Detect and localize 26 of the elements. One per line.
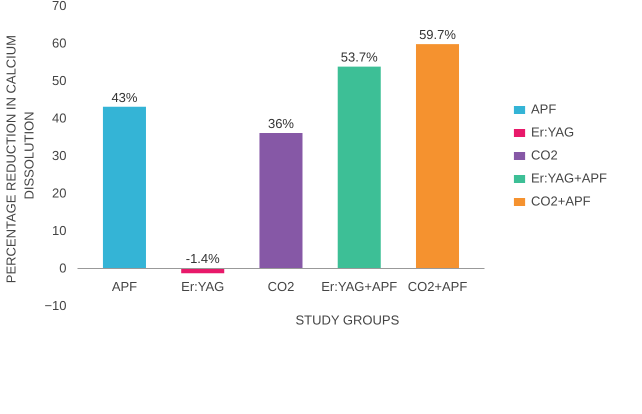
x-tick-label: Er:YAG+APF [321, 279, 398, 294]
x-tick-label: APF [112, 279, 138, 294]
legend-label: Er:YAG [531, 124, 574, 140]
y-tick-label: 20 [52, 186, 67, 200]
legend-label: Er:YAG+APF [531, 170, 607, 186]
data-label: 36% [268, 116, 294, 131]
y-axis-title: PERCENTAGE REDUCTION IN CALCIUM DISSOLUTION [3, 34, 36, 284]
y-tick-label: 30 [52, 148, 67, 163]
legend-label: CO2 [531, 148, 558, 162]
data-label: 53.7% [340, 50, 378, 65]
x-tick-label: Er:YAG [181, 279, 224, 294]
y-tick-label: 40 [52, 110, 67, 126]
x-tick-label: CO2+APF [408, 279, 468, 294]
legend-label: CO2+APF [531, 194, 591, 208]
data-label: 43% [111, 90, 138, 105]
y-tick-label: 10 [52, 223, 67, 238]
data-label: 59.7% [419, 27, 456, 42]
y-tick-label: 70 [52, 0, 67, 13]
legend-label: APF [531, 102, 556, 116]
x-tick-label: CO2 [268, 279, 294, 294]
data-label: -1.4% [186, 251, 220, 266]
y-tick-label: 50 [52, 73, 67, 88]
y-tick-label: 60 [52, 36, 67, 50]
x-axis-title: STUDY GROUPS [295, 312, 400, 328]
y-tick-label: −10 [44, 298, 67, 313]
y-tick-label: 0 [59, 260, 67, 276]
